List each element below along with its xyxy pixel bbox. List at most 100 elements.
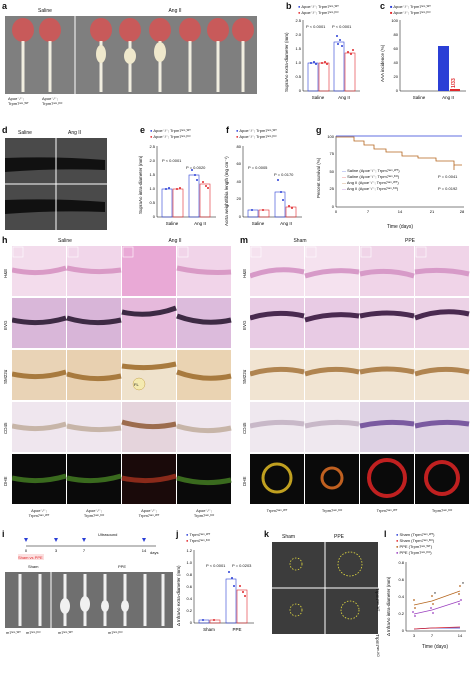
svg-text:0.5: 0.5: [295, 74, 301, 79]
panel-e-legend-ko: ● Apoe⁻/⁻; Trpm7ᵃᵐ‐ᴷᴼ: [150, 134, 191, 139]
panel-h-row-he: H&E: [3, 268, 8, 278]
svg-text:50: 50: [330, 169, 335, 174]
panel-h-histology: [11, 246, 232, 506]
svg-text:Saline: Saline: [252, 221, 265, 226]
panel-h-g4: Apoe⁻/⁻; Trpm7ᵃᵐ‐ᴷᴼ: [193, 508, 215, 518]
panel-g-xlabel: Time (days): [386, 224, 414, 230]
panel-j-label: j: [176, 529, 179, 539]
panel-l-legend3: ● PPE (Trpm7ᵃᵐ‐ᵂᵀ): [396, 544, 433, 549]
panel-f-chart: 0 20 40 60 80 Saline Ang II: [237, 144, 302, 226]
panel-c-chart: 0 20 40 60 80 100 Saline Ang II: [391, 18, 466, 100]
panel-l-star1: *: [434, 592, 436, 598]
panel-c-legend-wt: ■ Apoe⁻/⁻; Trpm7ᵃᵐ‐ᵂᵀ: [390, 4, 431, 9]
panel-f-p2: P = 0.0170: [274, 172, 294, 177]
panel-i-ppe: PPE: [118, 564, 127, 569]
panel-e-p1: P < 0.0001: [162, 158, 182, 163]
panel-d-label: d: [2, 125, 8, 135]
panel-m-row-dhe: DHE: [242, 476, 247, 486]
svg-text:Sham: Sham: [203, 627, 215, 632]
svg-text:0: 0: [402, 628, 405, 633]
panel-b-xcat-saline: Saline: [312, 95, 325, 100]
panel-l-star2: *: [462, 582, 464, 588]
panel-m-row-evg: EVG: [242, 320, 247, 330]
panel-a-angii: Ang II: [168, 8, 182, 14]
panel-k-ultrasound: [272, 542, 378, 634]
panel-m-g4: Trpm7ᵃᵐ‐ᴷᴼ: [431, 508, 453, 513]
panel-j-chart: 0 0.2 0.4 0.6 0.8 1.0 1.2 Sham PPE: [186, 548, 254, 632]
svg-text:60: 60: [394, 46, 399, 51]
panel-j-legend-ko: ● Trpm7ᵃᵐ‐ᴷᴼ: [186, 538, 210, 543]
svg-text:0: 0: [335, 209, 338, 214]
svg-text:2.5: 2.5: [149, 144, 155, 149]
panel-l-chart: 0 0.2 0.4 0.6 0.8 3 7 14 * *: [398, 560, 466, 638]
panel-i-g1: m7ᵃᵐ‐ᵂᵀ: [6, 630, 21, 635]
panel-j-p1: P < 0.0001: [206, 563, 226, 568]
panel-f-p1: P = 0.0005: [248, 165, 268, 170]
panel-i-g3: m7ᵃᵐ‐ᵂᵀ: [58, 630, 73, 635]
panel-h-fl: FL: [134, 382, 139, 387]
svg-text:7: 7: [83, 548, 86, 553]
svg-text:Saline: Saline: [413, 95, 426, 100]
svg-text:1.5: 1.5: [149, 172, 155, 177]
svg-text:75: 75: [330, 151, 335, 156]
svg-text:0.5: 0.5: [149, 200, 155, 205]
panel-b-legend-ko: ● Apoe⁻/⁻; Trpm7ᵃᵐ‐ᴷᴼ: [298, 10, 339, 15]
panel-a-saline: Saline: [38, 8, 52, 14]
panel-l-xlabel: Time (days): [421, 644, 449, 650]
svg-text:60: 60: [237, 161, 242, 166]
svg-text:0: 0: [396, 88, 399, 93]
svg-text:1.2: 1.2: [186, 548, 192, 553]
panel-i-g2: m7ᵃᵐ‐ᴷᴼ: [26, 630, 41, 635]
panel-i-days: days: [150, 550, 159, 555]
panel-c-ylabel: AAA incidence (%): [380, 44, 385, 82]
panel-m-ppe: PPE: [404, 238, 415, 244]
svg-text:PPE: PPE: [232, 627, 241, 632]
panel-i-ultrasound: Ultrasound: [98, 532, 118, 537]
panel-e-chart: 0 0.5 1.0 1.5 2.0 2.5 Saline Ang II: [149, 144, 216, 226]
panel-h-row-dhe: DHE: [3, 476, 8, 486]
panel-h-row-sm22: SM22α: [3, 369, 8, 384]
svg-text:7: 7: [367, 209, 370, 214]
svg-text:2.0: 2.0: [295, 32, 301, 37]
panel-f-ylabel: Aorta weight/tibia length (mg cm⁻¹): [224, 156, 229, 226]
panel-e-ylabel: SupraAo intra-diameter (mm): [138, 155, 143, 214]
svg-text:7: 7: [431, 633, 434, 638]
panel-h-g2: Apoe⁻/⁻; Trpm7ᵃᵐ‐ᴷᴼ: [83, 508, 105, 518]
panel-m-label: m: [240, 235, 249, 245]
svg-text:Ang II: Ang II: [442, 95, 454, 100]
svg-text:80: 80: [394, 32, 399, 37]
svg-text:20: 20: [394, 74, 399, 79]
panel-b-chart: 0 0.5 1.0 1.5 2.0 2.5 Saline Ang II: [295, 18, 360, 100]
panel-b-p2: P < 0.0001: [332, 24, 352, 29]
svg-text:0.8: 0.8: [398, 560, 404, 565]
panel-m-g3: Trpm7ᵃᵐ‐ᵂᵀ: [376, 508, 398, 513]
panel-k-ppe: PPE: [334, 534, 345, 540]
panel-i-label: i: [2, 529, 5, 539]
panel-b-ylabel: SupraAo extra-diameter (mm): [284, 32, 289, 92]
svg-text:14: 14: [458, 633, 463, 638]
panel-a-label: a: [2, 1, 8, 11]
panel-c-bar1-label: 14/22: [432, 67, 438, 80]
svg-text:0: 0: [25, 548, 28, 553]
panel-c-legend-ko: ■ Apoe⁻/⁻; Trpm7ᵃᵐ‐ᴷᴼ: [390, 10, 431, 15]
panel-l-legend2: ● Sham (Trpm7ᵃᵐ‐ᴷᴼ): [396, 538, 435, 543]
panel-j-legend-wt: ● Trpm7ᵃᵐ‐ᵂᵀ: [186, 532, 211, 537]
panel-g-legend4: — Ang II (Apoe⁻/⁻; Trpm7ᵃᵐ‐ᴷᴼ): [342, 186, 399, 191]
svg-text:0.2: 0.2: [398, 611, 404, 616]
svg-text:28: 28: [460, 209, 465, 214]
panel-g-legend2: — Saline (Apoe⁻/⁻; Trpm7ᵃᵐ‐ᴷᴼ): [342, 174, 400, 179]
svg-text:Ang II: Ang II: [194, 221, 206, 226]
svg-text:0.8: 0.8: [186, 572, 192, 577]
panel-a-geno-wt: Apoe⁻/⁻; Trpm7ᵃᵐ‐ᵂᵀ: [8, 96, 29, 106]
svg-text:1.0: 1.0: [295, 60, 301, 65]
svg-text:0: 0: [190, 620, 193, 625]
panel-i-sham: Sham: [28, 564, 39, 569]
panel-d-angii: Ang II: [68, 130, 82, 136]
panel-f-legend-wt: ● Apoe⁻/⁻; Trpm7ᵃᵐ‐ᵂᵀ: [236, 128, 277, 133]
panel-h-g1: Apoe⁻/⁻; Trpm7ᵃᵐ‐ᵂᵀ: [28, 508, 50, 518]
svg-text:0: 0: [153, 214, 156, 219]
svg-text:14: 14: [142, 548, 147, 553]
svg-text:1.0: 1.0: [186, 560, 192, 565]
svg-text:25: 25: [330, 186, 335, 191]
svg-text:100: 100: [327, 134, 334, 139]
